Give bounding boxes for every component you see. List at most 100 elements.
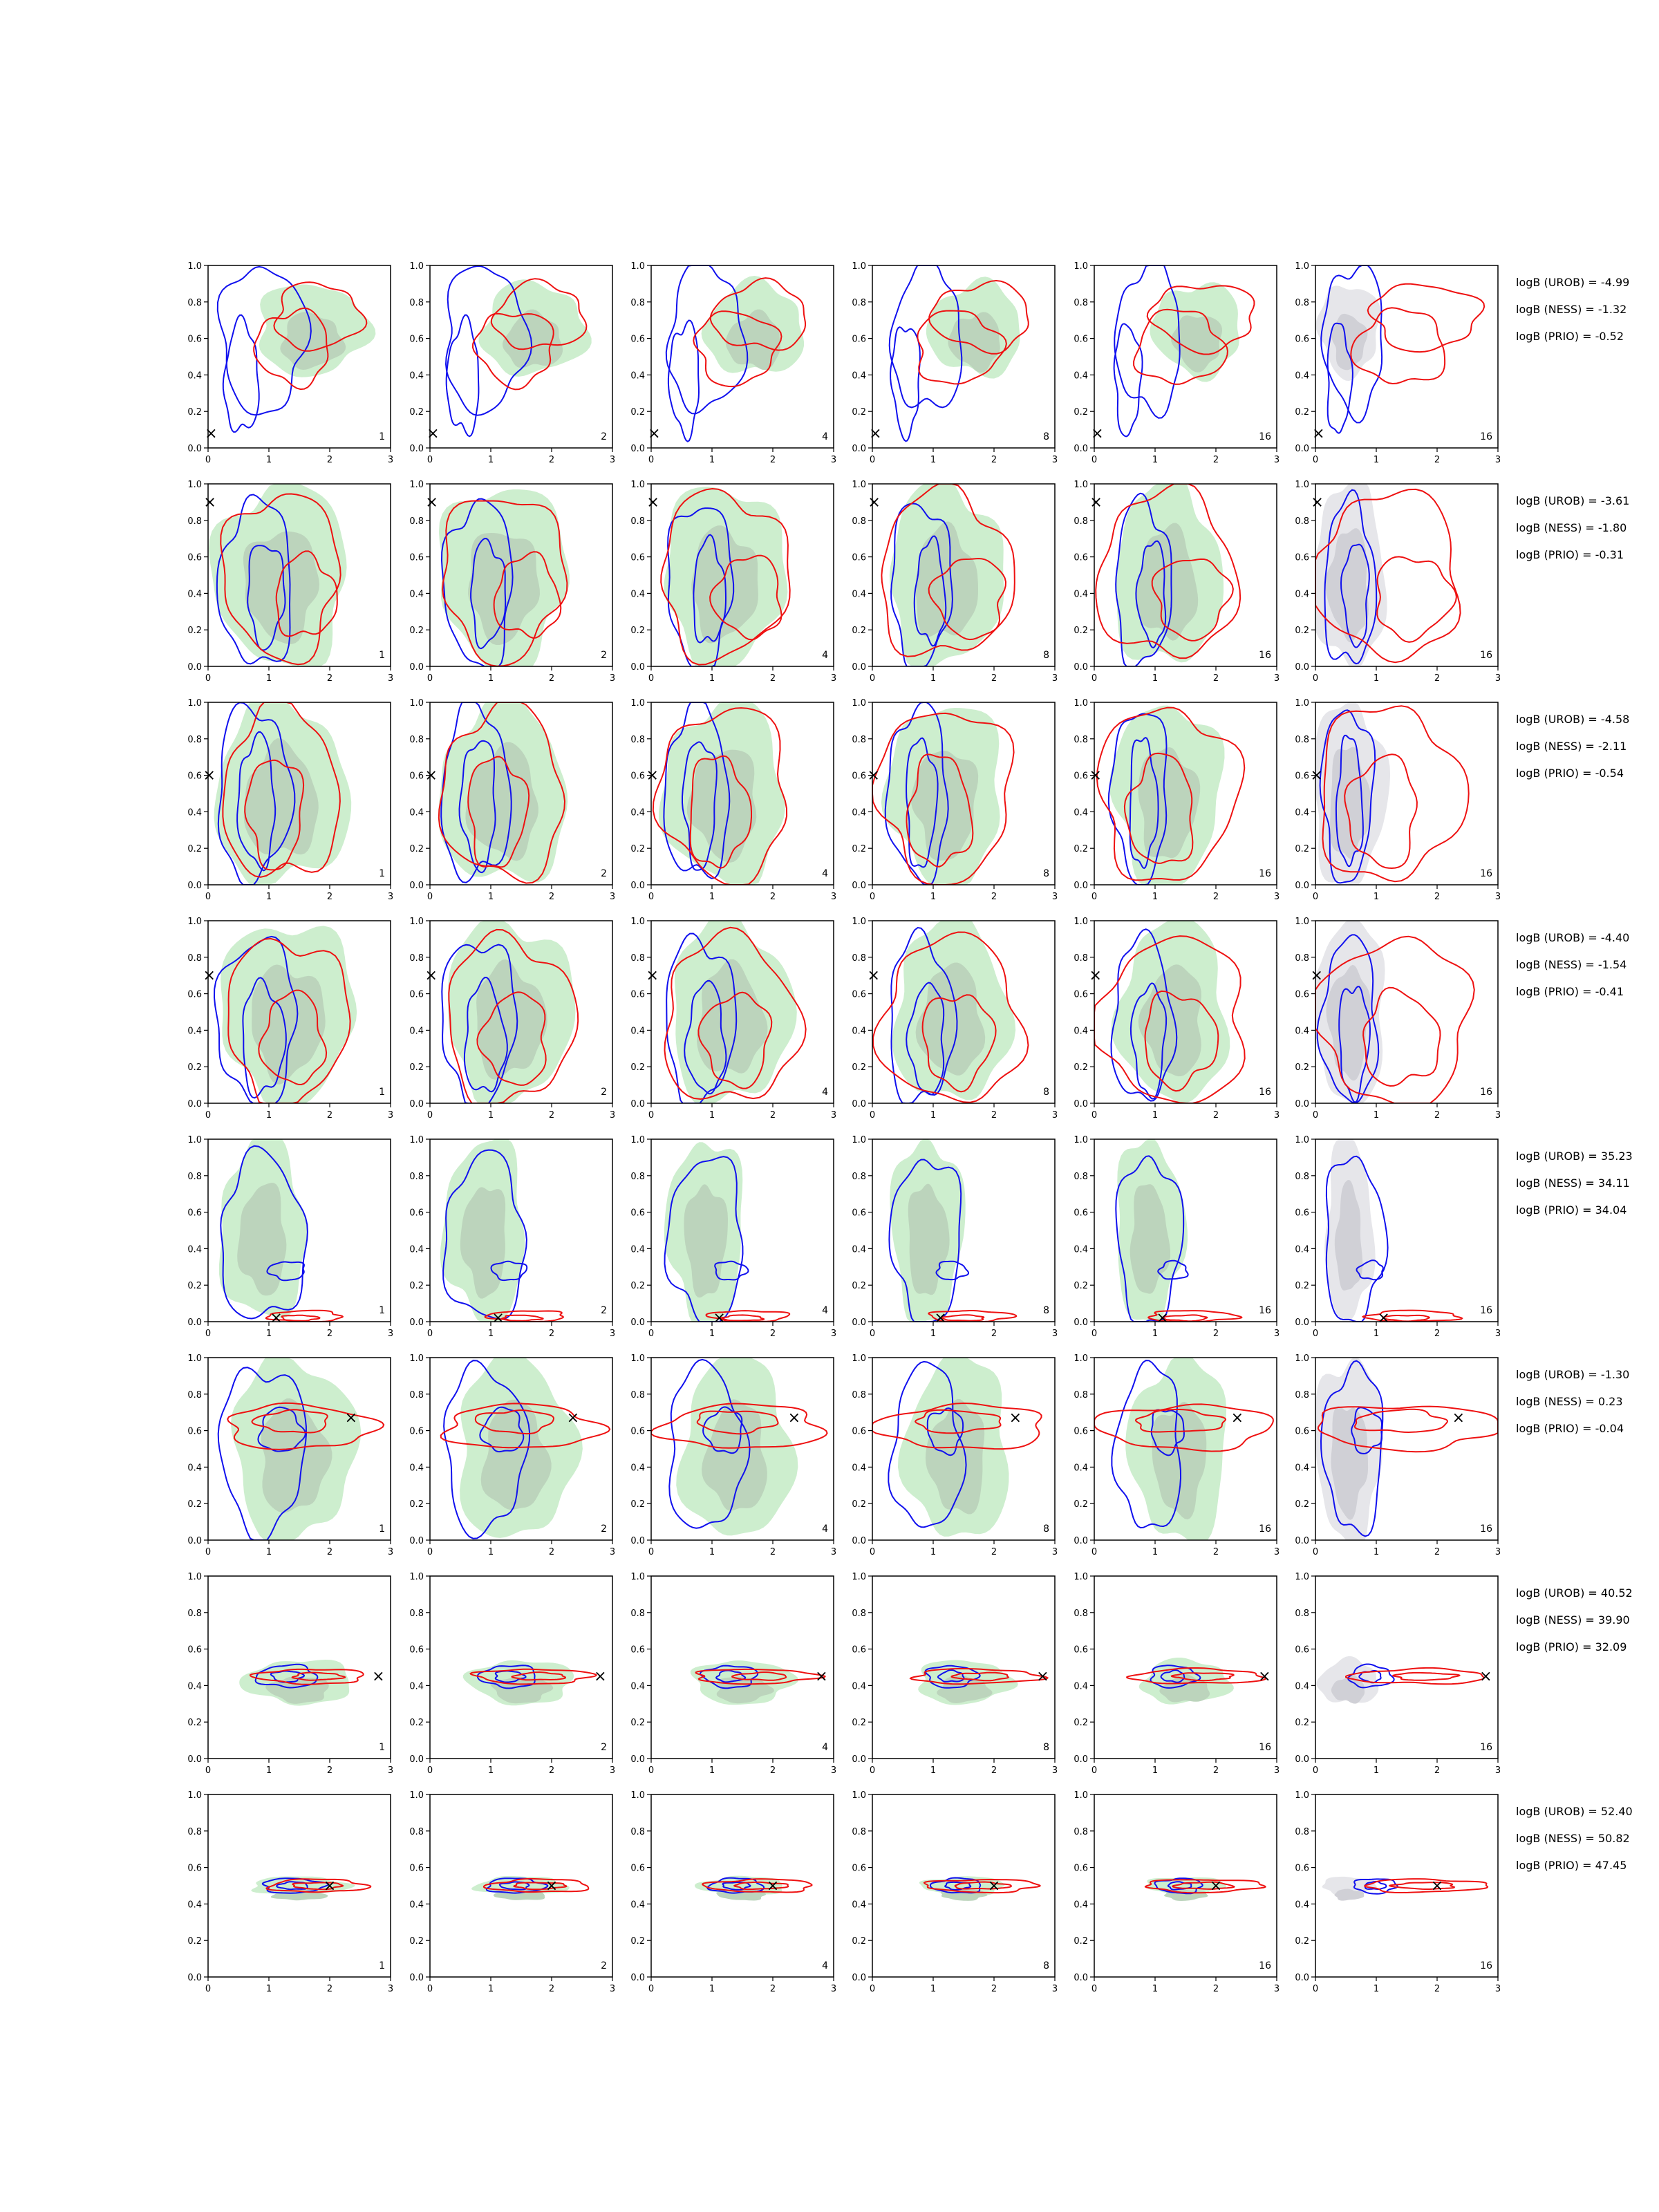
red-contour-1 <box>664 926 807 1100</box>
truth-marker: × <box>1089 967 1102 984</box>
y-tick-label: 0.2 <box>409 1062 424 1073</box>
red-contour-1 <box>928 279 1029 355</box>
y-tick-label: 0.4 <box>852 1463 866 1473</box>
y-tick-label: 1.0 <box>409 698 424 709</box>
blue-contour-2 <box>937 1669 965 1683</box>
y-tick-label: 0.6 <box>187 1208 202 1219</box>
axes-frame <box>872 265 1056 449</box>
x-tick-label: 3 <box>388 1984 393 1994</box>
x-tick-label: 1 <box>1374 892 1379 902</box>
panel-r4-c4: × 0 1 2 3 0.0 0.2 0.4 0.6 0.8 1.0 8 <box>852 917 1058 1121</box>
y-tick-label: 0.4 <box>409 1463 424 1473</box>
y-tick-label: 0.8 <box>1295 298 1309 308</box>
axes-frame <box>429 1138 613 1322</box>
truth-marker: × <box>869 425 881 442</box>
logb-label-r7-3: logB (PRIO) = 32.09 <box>1516 1640 1627 1653</box>
x-tick-label: 2 <box>1213 1329 1219 1339</box>
density-fill-inner <box>502 309 563 368</box>
blue-contour-1 <box>220 1145 308 1320</box>
x-tick-label: 3 <box>831 1547 836 1557</box>
y-tick-label: 0.8 <box>852 953 866 964</box>
panel-contours <box>1315 1358 1498 1540</box>
panel-r2-c2: × 0 1 2 3 0.0 0.2 0.4 0.6 0.8 1.0 2 <box>409 480 615 684</box>
y-tick-label: 1.0 <box>1074 261 1088 272</box>
y-tick-label: 0.0 <box>630 1536 645 1546</box>
axes-frame <box>1094 1138 1277 1322</box>
axes-frame <box>1315 1138 1499 1322</box>
axes-frame <box>429 702 613 885</box>
y-tick-label: 0.8 <box>852 1390 866 1400</box>
y-tick-label: 1.0 <box>187 698 202 709</box>
y-tick-label: 0.2 <box>1074 1499 1088 1510</box>
y-tick-label: 0.6 <box>1295 1645 1309 1656</box>
y-tick-label: 1.0 <box>852 480 866 490</box>
panel-contours <box>872 702 1015 885</box>
red-contour-1 <box>881 484 1015 657</box>
axes-frame <box>650 483 834 667</box>
axes-frame <box>207 920 391 1104</box>
x-tick-label: 0 <box>870 455 875 465</box>
panel-r1-c6: × 0 1 2 3 0.0 0.2 0.4 0.6 0.8 1.0 16 <box>1295 261 1501 465</box>
panel-number-label: 2 <box>601 650 607 661</box>
density-fill-inner <box>280 312 346 370</box>
y-tick-label: 0.8 <box>1074 1609 1088 1619</box>
y-tick-label: 0.4 <box>630 1463 645 1473</box>
x-tick-label: 3 <box>1052 1547 1058 1557</box>
y-tick-label: 0.6 <box>1074 1208 1088 1219</box>
y-tick-label: 0.6 <box>852 553 866 563</box>
red-contour-2 <box>513 1882 568 1891</box>
panel-contours <box>1115 1139 1243 1322</box>
y-tick-label: 0.0 <box>409 1318 424 1328</box>
y-tick-label: 0.8 <box>630 953 645 964</box>
blue-contour-2 <box>445 314 480 438</box>
x-tick-label: 1 <box>930 1547 936 1557</box>
truth-marker: × <box>205 425 217 442</box>
red-contour-2 <box>1170 1672 1235 1682</box>
y-tick-label: 0.4 <box>852 1244 866 1255</box>
red-contour-1 <box>1361 1309 1463 1322</box>
y-tick-label: 0.8 <box>1074 516 1088 527</box>
x-tick-label: 3 <box>1274 1984 1280 1994</box>
red-contour-2 <box>1350 307 1446 385</box>
panel-number-label: 1 <box>379 868 385 879</box>
red-contour-2 <box>275 550 338 637</box>
y-tick-label: 0.2 <box>1074 1936 1088 1947</box>
blue-contour-1 <box>1347 1663 1395 1689</box>
x-tick-label: 1 <box>930 892 936 902</box>
truth-marker: × <box>1431 1877 1443 1895</box>
truth-marker: × <box>1311 494 1323 511</box>
y-tick-label: 0.2 <box>187 1499 202 1510</box>
y-tick-label: 0.0 <box>1295 1536 1309 1546</box>
blue-contour-1 <box>254 1663 319 1689</box>
panel-number-label: 8 <box>1043 650 1049 661</box>
blue-contour-2 <box>1157 1259 1189 1280</box>
red-contour-1 <box>1147 1310 1243 1322</box>
y-tick-label: 0.2 <box>852 407 866 418</box>
y-tick-label: 0.4 <box>630 807 645 818</box>
panel-r7-c1: × 0 1 2 3 0.0 0.2 0.4 0.6 0.8 1.0 1 <box>187 1572 393 1776</box>
x-tick-label: 0 <box>427 1329 433 1339</box>
truth-marker: × <box>934 1310 946 1327</box>
panel-contours <box>888 265 1029 442</box>
panel-contours <box>444 265 592 438</box>
y-tick-label: 0.8 <box>1295 735 1309 745</box>
blue-contour-1 <box>441 944 518 1103</box>
panel-r3-c5: × 0 1 2 3 0.0 0.2 0.4 0.6 0.8 1.0 16 <box>1074 698 1280 902</box>
panel-number-label: 16 <box>1259 1524 1271 1535</box>
axes-frame <box>1094 702 1277 885</box>
y-tick-label: 0.8 <box>187 516 202 527</box>
red-contour-2 <box>1382 1314 1430 1322</box>
y-tick-label: 0.8 <box>630 516 645 527</box>
y-tick-label: 0.6 <box>1295 553 1309 563</box>
panel-number-label: 1 <box>379 1960 385 1971</box>
y-tick-label: 0.4 <box>187 371 202 381</box>
x-tick-label: 2 <box>991 455 997 465</box>
panel-number-label: 16 <box>1259 1742 1271 1753</box>
red-contour-2 <box>474 1409 555 1435</box>
blue-contour-2 <box>693 534 727 644</box>
x-tick-label: 1 <box>709 1329 715 1339</box>
y-tick-label: 0.4 <box>1295 589 1309 599</box>
x-tick-label: 3 <box>610 1765 615 1776</box>
y-tick-label: 1.0 <box>630 1790 645 1801</box>
y-tick-label: 1.0 <box>1074 1135 1088 1145</box>
